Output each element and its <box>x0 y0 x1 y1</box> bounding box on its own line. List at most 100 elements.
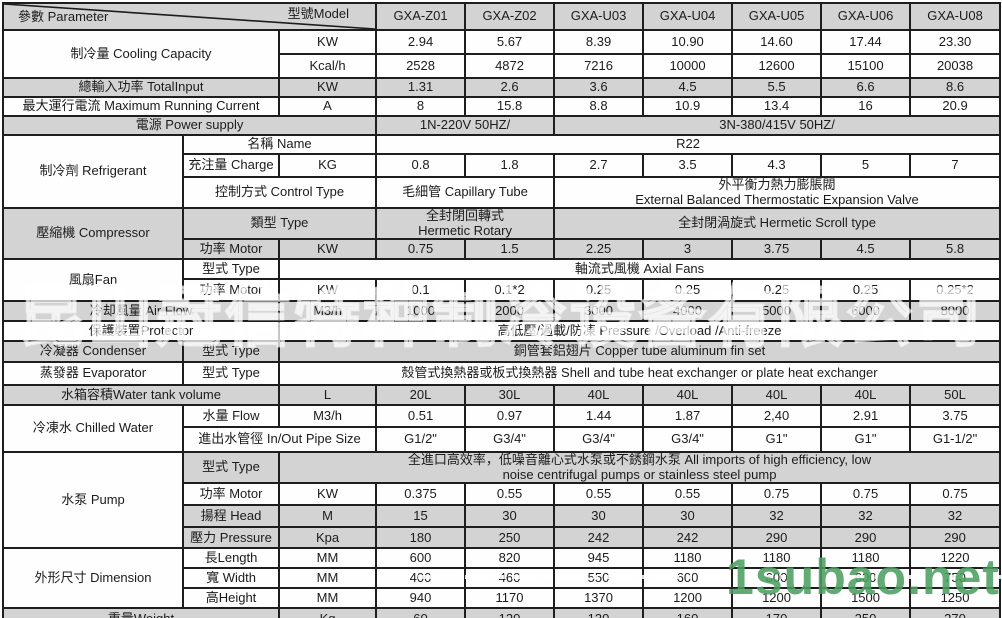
diagonal-divider <box>4 4 375 29</box>
value-cell: 全進口高效率，低噪音離心式水泵或不銹鋼水泵 All imports of hig… <box>277 451 1002 485</box>
value-cell: 0.51 <box>375 404 467 429</box>
value-cell: 4.5 <box>820 238 912 261</box>
model-header: GXA-U05 <box>731 2 823 31</box>
value-cell: 250 <box>464 526 556 550</box>
sub-label: 功率 Motor <box>182 482 280 507</box>
value-cell: 40L <box>642 384 734 407</box>
value-cell: 5.67 <box>464 29 556 55</box>
value-cell: 30 <box>464 504 556 529</box>
sub-label: 壓力 Pressure <box>182 526 280 550</box>
value-cell: 4872 <box>464 53 556 79</box>
sub-label: 名稱 Name <box>181 134 378 155</box>
value-cell: 3.5 <box>642 153 734 178</box>
row-label-compressor: 壓縮機 Compressor <box>2 207 184 261</box>
value-cell: 242 <box>553 526 645 550</box>
value-cell: 50L <box>909 384 1002 407</box>
value-cell: 16 <box>820 96 912 117</box>
value-cell: 1N-220V 50HZ/ <box>375 115 556 136</box>
value-cell: 60 <box>375 607 467 618</box>
value-cell: 13.4 <box>731 96 823 117</box>
value-cell: 32 <box>731 504 823 529</box>
value-cell: 1180 <box>731 547 823 570</box>
unit-label: MM <box>277 547 378 570</box>
value-cell: 2.94 <box>375 29 467 55</box>
value-cell: 0.25 <box>820 278 912 303</box>
unit-label: KW <box>277 238 378 261</box>
value-cell: 10.9 <box>642 96 734 117</box>
sub-label: 型式 Type <box>182 340 280 364</box>
value-cell: 1.8 <box>464 153 556 178</box>
row-label-power-supply: 電源 Power supply <box>1 115 378 136</box>
row-label-protector: 保護裝置Protector <box>2 320 280 343</box>
value-cell: 6000 <box>820 300 912 323</box>
sub-label: 充注量 Charge <box>182 153 280 178</box>
value-cell: 1220 <box>909 547 1002 570</box>
value-cell: G3/4" <box>553 426 645 454</box>
value-cell: 290 <box>731 526 823 550</box>
model-header: GXA-U06 <box>820 2 912 31</box>
value-cell: 3000 <box>553 300 645 323</box>
unit-label: KG <box>277 153 378 178</box>
sub-label: 功率 Motor <box>182 238 280 261</box>
value-cell: 軸流式風機 Axial Fans <box>277 258 1002 281</box>
value-cell: 1250 <box>909 587 1002 610</box>
unit-label: M <box>277 504 378 529</box>
value-cell: 130 <box>553 607 645 618</box>
value-cell: 170 <box>731 607 823 618</box>
row-label-air-flow: 冷却風量 Air Flow <box>2 300 280 323</box>
value-cell: 8.6 <box>909 77 1002 98</box>
value-cell: 30L <box>464 384 556 407</box>
value-cell: 2528 <box>375 53 467 79</box>
value-cell: 1000 <box>375 300 467 323</box>
value-cell: G1/2" <box>375 426 467 454</box>
value-cell: 8000 <box>909 300 1002 323</box>
unit-label: MM <box>277 567 378 590</box>
value-cell: 0.75 <box>909 482 1002 507</box>
value-cell: 3.6 <box>553 77 645 98</box>
row-label-refrigerant: 制冷劑 Refrigerant <box>2 133 184 210</box>
value-cell: 600 <box>375 547 467 570</box>
row-label-cooling-capacity: 制冷量 Cooling Capacity <box>2 29 280 79</box>
row-label-total-input: 總輸入功率 TotalInput <box>2 77 280 98</box>
value-cell: 1.5 <box>464 238 556 261</box>
unit-label: L <box>277 384 378 407</box>
dash-dot-line-watermark <box>418 575 1002 579</box>
value-cell: 3N-380/415V 50HZ/ <box>553 115 1002 136</box>
value-cell: 15.8 <box>464 96 556 117</box>
value-cell: 0.25 <box>553 278 645 303</box>
value-cell: G1" <box>731 426 823 454</box>
value-cell: 40L <box>553 384 645 407</box>
value-cell: 3.75 <box>731 238 823 261</box>
sub-label: 寬 Width <box>182 567 280 590</box>
value-cell: 殼管式換熱器或板式換熱器 Shell and tube heat exchang… <box>277 361 1002 387</box>
sub-label: 功率 Motor <box>182 278 280 303</box>
unit-label: A <box>277 96 378 117</box>
value-cell: G3/4" <box>642 426 734 454</box>
value-cell: 940 <box>375 587 467 610</box>
value-cell: 1370 <box>553 587 645 610</box>
value-cell: 120 <box>464 607 556 618</box>
unit-label: KW <box>277 77 378 98</box>
value-cell: 10.90 <box>642 29 734 55</box>
sub-label: 高Height <box>182 587 280 610</box>
value-cell: 0.25 <box>731 278 823 303</box>
value-cell: G1" <box>820 426 912 454</box>
value-cell: 30 <box>642 504 734 529</box>
value-cell: 1180 <box>820 547 912 570</box>
sub-label: 進出水管徑 In/Out Pipe Size <box>181 426 378 454</box>
value-cell: 1200 <box>731 587 823 610</box>
sub-label: 揚程 Head <box>182 504 280 529</box>
sub-label: 長Length <box>182 547 280 570</box>
value-cell: 4.5 <box>642 77 734 98</box>
row-label-fan: 風扇Fan <box>2 258 184 303</box>
value-cell: 180 <box>375 526 467 550</box>
value-cell: 1.44 <box>553 404 645 429</box>
unit-label: Kpa <box>277 526 378 550</box>
value-cell: 0.75 <box>731 482 823 507</box>
value-cell: 0.55 <box>553 482 645 507</box>
value-cell: 高低壓/過載/防凍 Pressure /Overload /Anti-freez… <box>277 320 1002 343</box>
value-cell: 4.3 <box>731 153 823 178</box>
value-cell: 1170 <box>464 587 556 610</box>
